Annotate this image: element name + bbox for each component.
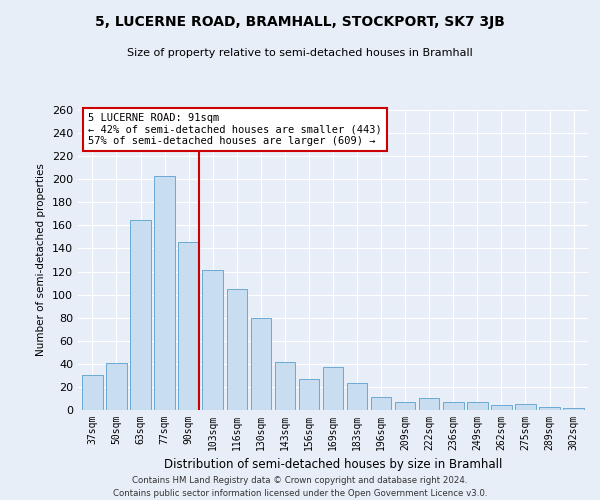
- Bar: [371, 398, 391, 410]
- Bar: [347, 384, 367, 410]
- Bar: [443, 402, 464, 410]
- Bar: [563, 408, 584, 410]
- Bar: [106, 362, 127, 410]
- Bar: [539, 406, 560, 410]
- Bar: [178, 242, 199, 410]
- Bar: [467, 402, 488, 410]
- Bar: [202, 270, 223, 410]
- Bar: [395, 402, 415, 410]
- X-axis label: Distribution of semi-detached houses by size in Bramhall: Distribution of semi-detached houses by …: [164, 458, 502, 471]
- Bar: [82, 376, 103, 410]
- Text: 5 LUCERNE ROAD: 91sqm
← 42% of semi-detached houses are smaller (443)
57% of sem: 5 LUCERNE ROAD: 91sqm ← 42% of semi-deta…: [88, 113, 382, 146]
- Bar: [323, 368, 343, 410]
- Bar: [130, 220, 151, 410]
- Bar: [275, 362, 295, 410]
- Bar: [515, 404, 536, 410]
- Y-axis label: Number of semi-detached properties: Number of semi-detached properties: [37, 164, 46, 356]
- Bar: [154, 176, 175, 410]
- Text: 5, LUCERNE ROAD, BRAMHALL, STOCKPORT, SK7 3JB: 5, LUCERNE ROAD, BRAMHALL, STOCKPORT, SK…: [95, 15, 505, 29]
- Bar: [227, 289, 247, 410]
- Text: Contains HM Land Registry data © Crown copyright and database right 2024.
Contai: Contains HM Land Registry data © Crown c…: [113, 476, 487, 498]
- Bar: [299, 379, 319, 410]
- Bar: [491, 406, 512, 410]
- Bar: [251, 318, 271, 410]
- Bar: [419, 398, 439, 410]
- Text: Size of property relative to semi-detached houses in Bramhall: Size of property relative to semi-detach…: [127, 48, 473, 58]
